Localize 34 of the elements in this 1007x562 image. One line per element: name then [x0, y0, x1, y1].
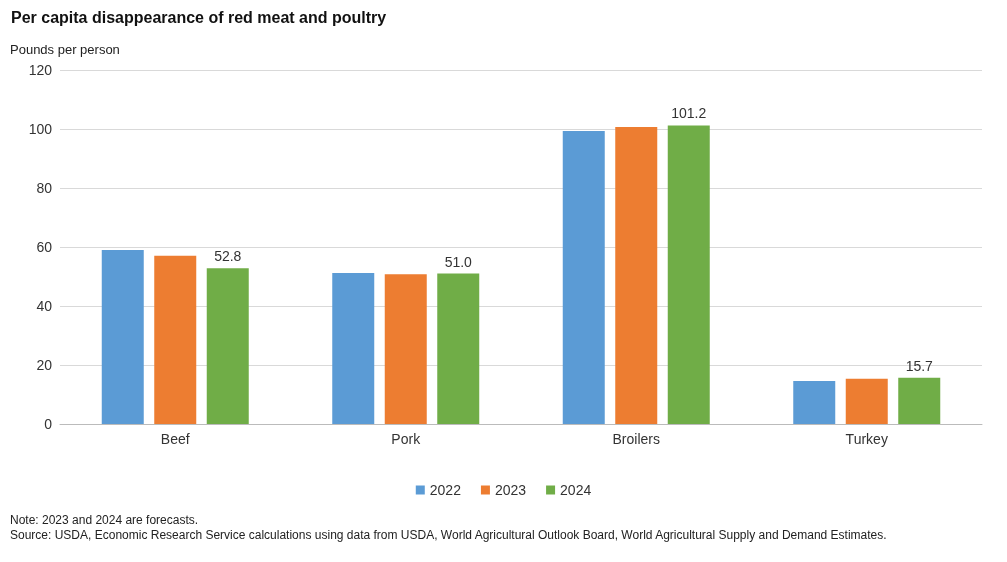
text: Note: 2023 and 2024 are forecasts.	[10, 513, 199, 527]
legend-label: 2023	[494, 482, 527, 498]
y-tick-label: 120	[28, 62, 53, 78]
x-tick-label: Pork	[391, 431, 422, 447]
y-axis-title: Pounds per person	[10, 42, 120, 57]
legend-label: 2022	[429, 482, 462, 498]
bar	[845, 378, 888, 424]
bar	[206, 268, 249, 424]
bar	[154, 255, 197, 424]
bar	[615, 126, 658, 424]
x-tick-label: Turkey	[845, 431, 888, 447]
chart-title: Per capita disappearance of red meat and poultry	[11, 8, 387, 26]
y-tick-label: 0	[44, 416, 53, 432]
y-tick-label: 40	[36, 298, 53, 314]
data-label: 52.8	[214, 248, 242, 265]
data-label: 101.2	[671, 105, 707, 122]
bar	[101, 249, 144, 424]
data-label: 15.7	[905, 357, 934, 374]
bar	[437, 273, 480, 424]
bar	[332, 272, 375, 424]
y-tick-label: 100	[28, 121, 53, 137]
y-tick-label: 80	[36, 180, 53, 196]
bar	[384, 274, 427, 424]
source-note: Source: USDA, Economic Research Service calculations using data from USDA, World Agricultural Outlook Board, World Agricultural Supply and Demand Estimates.	[10, 528, 887, 542]
bar	[562, 131, 605, 424]
data-label: 51.0	[444, 253, 473, 270]
bar	[793, 380, 836, 424]
x-tick-label: Beef	[160, 431, 190, 447]
bar	[667, 125, 710, 424]
y-tick-label: 20	[36, 357, 53, 373]
legend-label: 2024	[560, 482, 592, 498]
y-tick-label: 60	[36, 239, 53, 255]
x-tick-label: Broilers	[612, 431, 660, 447]
bar	[898, 377, 941, 424]
